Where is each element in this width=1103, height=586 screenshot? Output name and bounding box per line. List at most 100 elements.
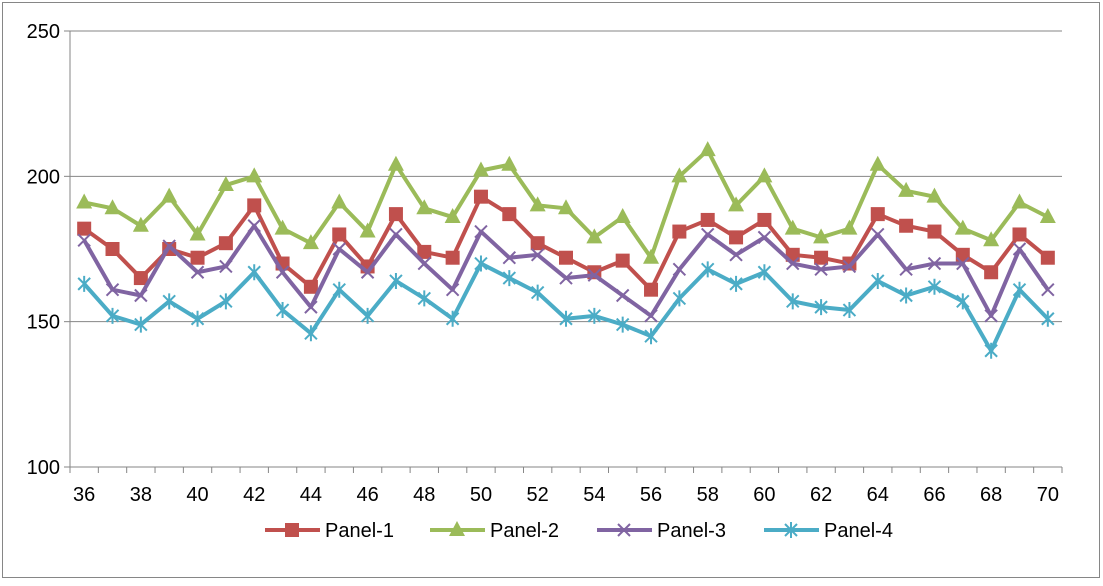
data-point-panel-2 (983, 231, 1000, 247)
data-point-panel-2 (784, 219, 801, 235)
data-point-panel-4 (701, 261, 715, 278)
data-point-panel-2 (132, 216, 149, 232)
x-tick-label: 46 (356, 484, 378, 506)
data-point-panel-1 (332, 227, 347, 242)
data-point-panel-1 (615, 253, 630, 268)
data-point-panel-1 (530, 236, 545, 251)
data-point-panel-2 (331, 193, 348, 209)
data-point-panel-3 (77, 233, 91, 247)
data-point-panel-4 (1041, 310, 1055, 327)
data-point-panel-1 (417, 244, 432, 259)
data-point-panel-3 (757, 230, 772, 245)
data-point-panel-3 (899, 262, 913, 277)
data-point-panel-3 (672, 262, 687, 277)
data-point-panel-3 (134, 288, 148, 303)
data-point-panel-2 (246, 167, 263, 183)
x-tick-label: 58 (697, 484, 719, 506)
data-point-panel-2 (756, 167, 773, 183)
data-point-panel-2 (189, 225, 206, 241)
data-point-panel-3 (190, 265, 205, 279)
x-tick-label: 52 (527, 484, 549, 506)
data-point-panel-3 (1041, 282, 1055, 297)
data-point-panel-1 (190, 250, 205, 265)
data-point-panel-2 (104, 199, 121, 215)
legend: Panel-1 Panel-2 Panel-3 Panel-4 (265, 520, 893, 542)
data-point-panel-2 (472, 161, 489, 177)
data-point-panel-1 (672, 224, 687, 239)
data-point-panel-2 (387, 155, 404, 171)
data-point-panel-3 (389, 227, 403, 242)
data-point-panel-2 (614, 208, 631, 224)
data-point-panel-2 (274, 219, 291, 235)
legend-label: Panel-4 (824, 520, 893, 542)
data-point-panel-2 (359, 222, 376, 238)
series-panel-4 (77, 255, 1055, 359)
axes: 100 150 200 250 36 38 40 42 44 46 48 50 52 54 56 58 60 62… (27, 21, 1063, 506)
x-tick-label: 56 (640, 484, 662, 506)
data-point-panel-1 (870, 207, 885, 222)
data-point-panel-4 (899, 287, 913, 304)
data-point-panel-1 (502, 207, 517, 222)
data-point-panel-3 (275, 265, 290, 279)
y-tick-label: 150 (27, 312, 60, 334)
data-point-panel-4 (190, 310, 205, 327)
series-panel-2 (76, 141, 1056, 264)
x-tick-label: 68 (980, 484, 1002, 506)
data-point-panel-1 (473, 189, 488, 204)
data-point-panel-4 (530, 284, 545, 301)
data-point-panel-2 (869, 155, 886, 171)
data-point-panel-2 (416, 199, 433, 215)
x-tick-label: 42 (243, 484, 265, 506)
y-tick-label: 200 (27, 166, 60, 188)
data-point-panel-4 (360, 307, 375, 324)
x-tick-label: 66 (923, 484, 945, 506)
data-point-panel-4 (304, 325, 318, 342)
x-tick-label: 60 (753, 484, 775, 506)
data-point-panel-2 (161, 187, 178, 203)
legend-marker (784, 522, 798, 538)
data-point-panel-2 (813, 228, 830, 244)
data-point-panel-1 (303, 279, 318, 294)
data-point-panel-4 (842, 302, 857, 319)
data-point-panel-2 (898, 181, 915, 197)
data-point-panel-3 (530, 248, 545, 262)
data-point-panel-4 (615, 316, 630, 333)
legend-item-panel-2: Panel-2 (430, 520, 559, 542)
data-point-panel-4 (105, 307, 120, 324)
data-point-panel-4 (219, 293, 233, 310)
chart-border (2, 2, 1100, 578)
data-point-panel-1 (1012, 227, 1027, 242)
data-point-panel-4 (587, 307, 602, 324)
data-point-panel-3 (729, 248, 743, 262)
data-point-panel-2 (76, 193, 93, 209)
data-point-panel-1 (1040, 250, 1055, 265)
data-point-panel-4 (502, 270, 517, 287)
data-point-panel-3 (474, 224, 488, 239)
data-point-panel-3 (332, 242, 346, 256)
data-point-panel-1 (388, 207, 403, 222)
x-tick-label: 48 (413, 484, 435, 506)
data-point-panel-2 (302, 234, 319, 250)
data-point-panel-4 (332, 281, 346, 298)
legend-item-panel-1: Panel-1 (265, 520, 394, 542)
data-point-panel-3 (927, 256, 942, 271)
data-point-panel-4 (786, 293, 800, 310)
legend-item-panel-4: Panel-4 (764, 520, 893, 542)
x-tick-label: 40 (186, 484, 208, 506)
plot-area: 100 150 200 250 36 38 40 42 44 46 48 50 52 54 56 58 60 62… (27, 21, 1063, 506)
data-point-panel-3 (417, 256, 431, 271)
x-tick-label: 70 (1037, 484, 1059, 506)
series-panel-3 (77, 219, 1055, 323)
data-point-panel-1 (955, 247, 970, 262)
data-point-panel-1 (105, 242, 120, 256)
data-point-panel-2 (1039, 208, 1056, 224)
data-point-panel-4 (984, 342, 998, 359)
data-point-panel-3 (162, 239, 176, 253)
x-tick-label: 44 (300, 484, 322, 506)
data-point-panel-4 (1012, 281, 1027, 298)
data-point-panel-4 (644, 328, 658, 345)
data-point-panel-4 (559, 310, 573, 327)
series-layer (76, 141, 1056, 359)
data-point-panel-4 (275, 302, 290, 319)
data-point-panel-1 (729, 230, 744, 245)
